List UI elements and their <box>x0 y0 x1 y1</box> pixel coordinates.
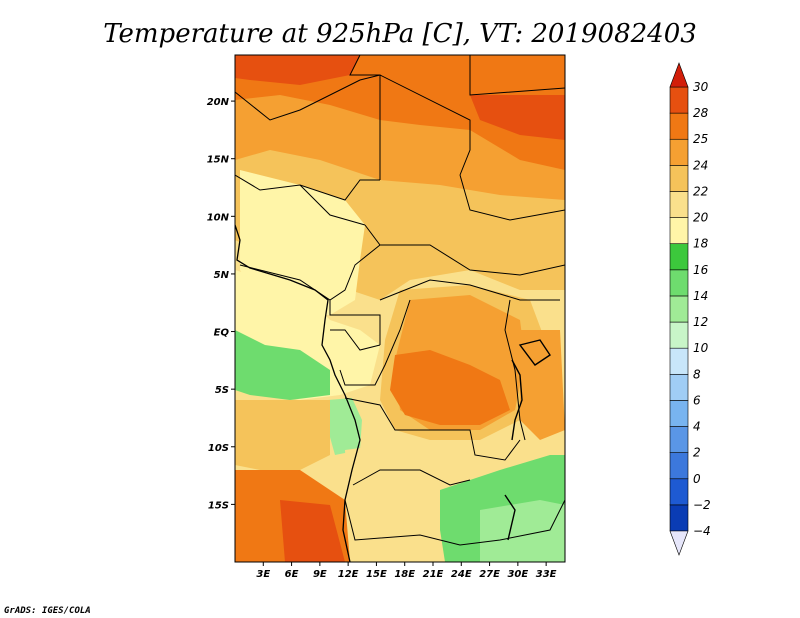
x-tick-label: 3E <box>256 569 270 580</box>
temperature-field <box>235 55 565 562</box>
colorbar-bin <box>669 321 689 349</box>
x-tick-label: 18E <box>394 569 415 580</box>
y-tick-label: 15N <box>207 155 230 166</box>
colorbar-label: 14 <box>693 289 708 303</box>
y-tick-label: 10S <box>208 443 229 454</box>
colorbar-bin <box>669 452 689 480</box>
field-zone-gulf-14-16 <box>235 330 330 400</box>
y-tick-label: EQ <box>214 328 230 339</box>
colorbar-label: 10 <box>693 341 709 355</box>
field-zone-south-22-24 <box>235 400 330 470</box>
colorbar-bin <box>669 347 689 375</box>
field-zone-southeast-12-14 <box>480 500 565 562</box>
x-tick-label: 27E <box>479 569 500 580</box>
x-tick-label: 6E <box>285 569 299 580</box>
colorbar-label: 8 <box>693 367 701 381</box>
coastline <box>235 224 361 562</box>
y-axis: 20N 15N 10N 5N EQ 5S 10S 15S <box>207 97 235 511</box>
colorbar-label: 22 <box>693 184 708 198</box>
x-tick-label: 33E <box>536 569 557 580</box>
colorbar-over-triangle <box>669 62 689 88</box>
colorbar-bin <box>669 426 689 453</box>
footer-credit: GrADS: IGES/COLA <box>4 606 91 616</box>
colorbar-bin <box>669 86 689 114</box>
colorbar-bin <box>669 478 689 506</box>
y-tick-label: 10N <box>207 212 230 223</box>
colorbar-under-triangle <box>669 530 689 556</box>
field-zone-southwest-28-30 <box>280 500 345 562</box>
colorbar-label: 0 <box>693 472 701 486</box>
colorbar-bin <box>669 295 689 323</box>
lakes <box>504 339 551 541</box>
country-borders <box>235 55 565 546</box>
colorbar-label: −2 <box>693 498 711 512</box>
colorbar-bin <box>669 400 689 427</box>
colorbar-label: 4 <box>693 420 701 434</box>
field-zone-west-18-20 <box>240 170 365 315</box>
x-axis: 3E 6E 9E 12E 15E 18E 21E 24E 27E 30E 33E <box>256 562 557 580</box>
colorbar-bin <box>669 504 689 532</box>
x-tick-label: 12E <box>338 569 359 580</box>
colorbar-label: 24 <box>693 158 708 172</box>
x-tick-label: 24E <box>451 569 472 580</box>
y-tick-label: 5N <box>214 270 230 281</box>
y-tick-label: 15S <box>208 500 229 511</box>
x-tick-label: 9E <box>313 569 327 580</box>
colorbar-label: 28 <box>693 106 709 120</box>
colorbar-label: 20 <box>693 211 709 225</box>
field-zone-congo-25-28 <box>390 350 510 425</box>
colorbar-label: 16 <box>693 263 709 277</box>
colorbar-bin <box>669 269 689 297</box>
colorbar-label: −4 <box>693 524 711 538</box>
colorbar-bin <box>669 373 689 401</box>
y-tick-label: 20N <box>207 97 230 108</box>
colorbar-label: 25 <box>693 132 708 146</box>
colorbar-label: 30 <box>693 80 709 94</box>
colorbar-bin <box>669 165 689 192</box>
colorbar-bin <box>669 217 689 245</box>
colorbar-bin <box>669 243 689 271</box>
x-tick-label: 21E <box>423 569 444 580</box>
x-tick-label: 30E <box>507 569 528 580</box>
colorbar-bin <box>669 138 689 166</box>
plot-frame <box>234 54 566 563</box>
field-zone-coast-16-18 <box>328 398 362 455</box>
colorbar-bin <box>669 112 689 140</box>
colorbar-label: 2 <box>693 446 701 460</box>
field-zone-north-25-28 <box>235 55 565 170</box>
field-zone-east-24-25 <box>520 330 565 440</box>
colorbar-label: 6 <box>693 393 701 407</box>
chart-title: Temperature at 925hPa [C], VT: 201908240… <box>103 19 697 49</box>
x-tick-label: 15E <box>366 569 387 580</box>
field-zone-northeast-28-30 <box>470 95 565 140</box>
field-zone-north-28-30 <box>235 55 360 85</box>
y-tick-label: 5S <box>215 385 229 396</box>
colorbar-bin <box>669 191 689 218</box>
colorbar-label: 12 <box>693 315 708 329</box>
field-zone-south-20-22 <box>345 440 470 562</box>
colorbar-label: 18 <box>693 237 709 251</box>
